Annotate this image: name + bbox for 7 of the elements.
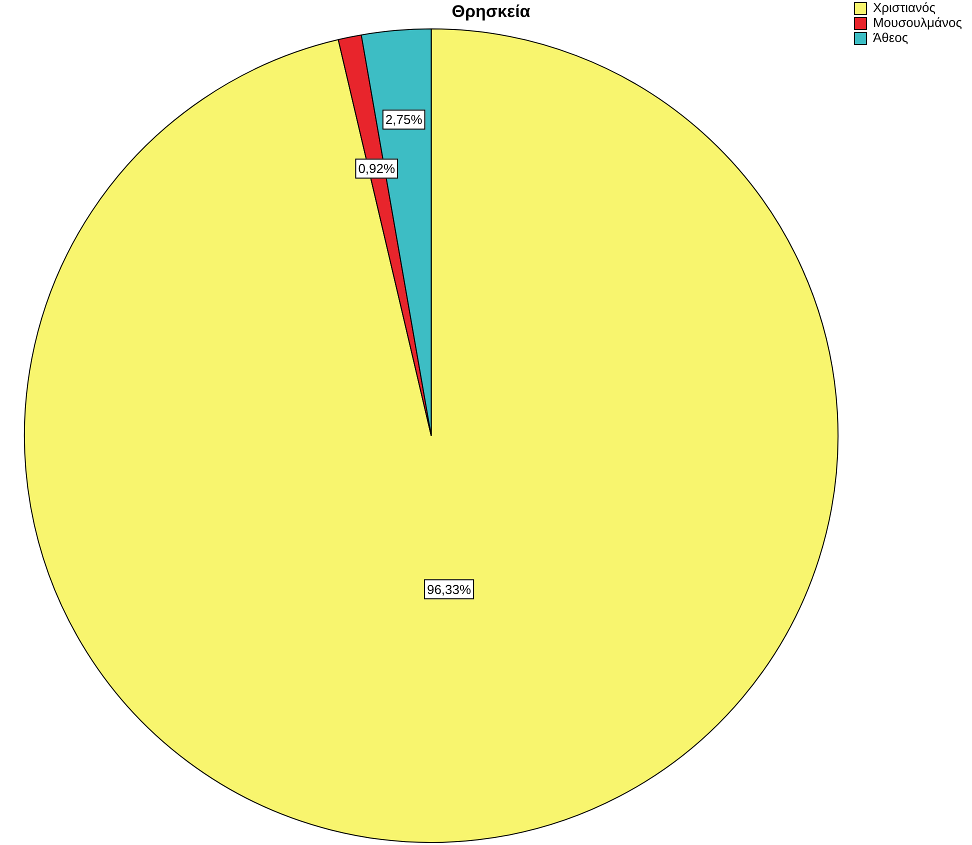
data-label: 0,92% [358,161,396,176]
data-label: 2,75% [385,112,423,128]
legend-label: Άθεος [872,30,908,46]
data-label: 96,33% [426,582,472,597]
legend-label: Χριστιανός [872,0,936,16]
chart-title: Θρησκεία [452,2,531,21]
legend-label: Μουσουλμάνος [872,15,962,30]
